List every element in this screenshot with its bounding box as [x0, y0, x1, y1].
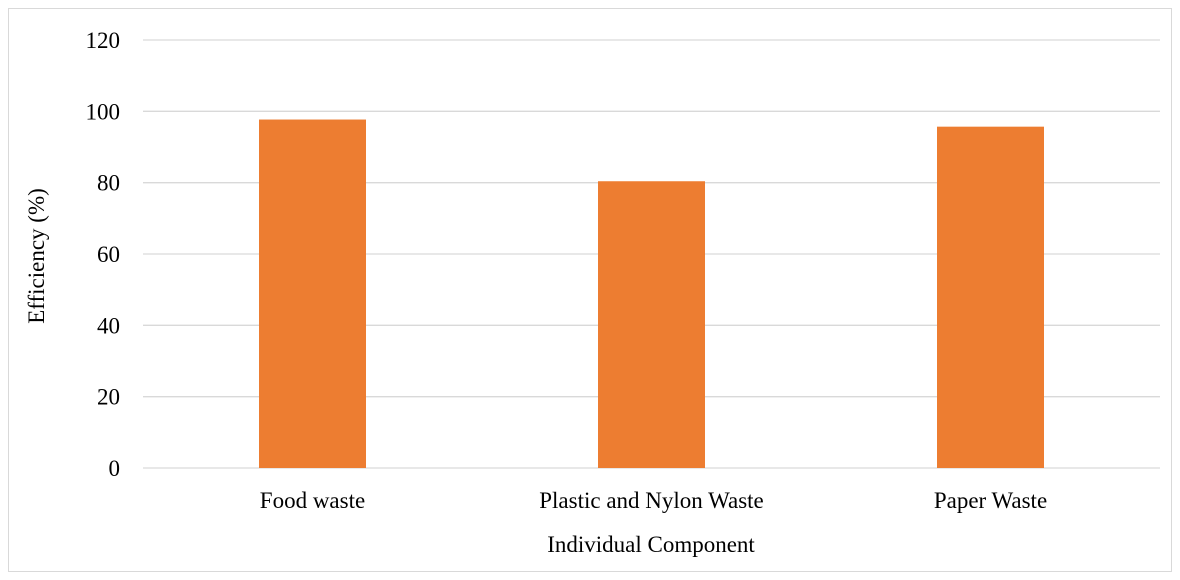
y-tick-label: 80 [97, 171, 120, 196]
y-tick-labels: 0 20 40 60 80 100 120 [86, 28, 121, 481]
y-tick-label: 40 [97, 313, 120, 338]
x-category-label: Food waste [260, 488, 365, 513]
bar [259, 119, 366, 468]
y-tick-label: 100 [86, 99, 121, 124]
x-category-label: Paper Waste [934, 488, 1047, 513]
x-category-labels: Food waste Plastic and Nylon Waste Paper W… [260, 488, 1047, 513]
y-tick-label: 120 [86, 28, 121, 53]
y-tick-label: 20 [97, 385, 120, 410]
x-axis-title: Individual Component [547, 532, 755, 557]
y-tick-label: 0 [109, 456, 121, 481]
y-axis-title: Efficiency (%) [24, 188, 49, 324]
bar [937, 126, 1044, 469]
bar [598, 181, 705, 469]
bars [259, 119, 1044, 469]
x-category-label: Plastic and Nylon Waste [539, 488, 764, 513]
y-tick-label: 60 [97, 242, 120, 267]
